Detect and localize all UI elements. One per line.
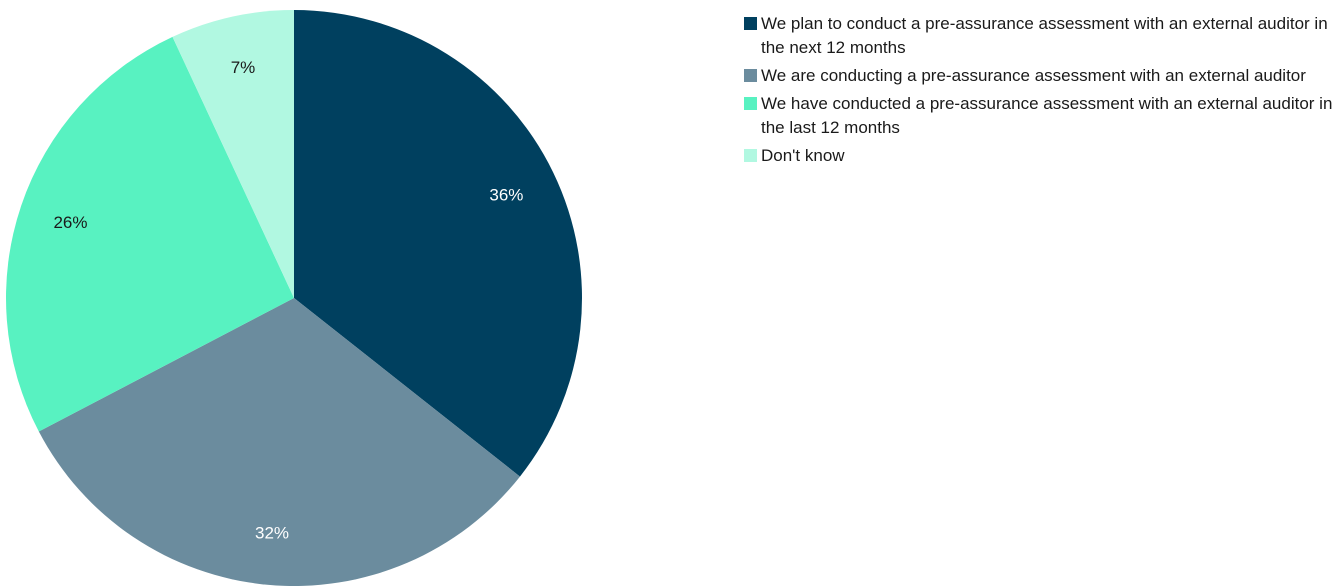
pie-slice-label-3: 26% bbox=[53, 213, 87, 232]
legend-swatch-3 bbox=[744, 97, 757, 110]
legend-label-1: We plan to conduct a pre-assurance asses… bbox=[761, 14, 1328, 57]
legend-label-3: We have conducted a pre-assurance assess… bbox=[761, 94, 1333, 137]
legend-item-3: We have conducted a pre-assurance assess… bbox=[744, 92, 1334, 140]
legend-swatch-4 bbox=[744, 149, 757, 162]
legend-swatch-2 bbox=[744, 69, 757, 82]
pie-slice-2 bbox=[38, 298, 520, 586]
pie-chart: 36% 32% 26% 7% bbox=[6, 9, 582, 586]
legend-item-4: Don't know bbox=[744, 144, 1334, 168]
pie-slice-label-1: 36% bbox=[489, 186, 523, 205]
pie-slice-label-2: 32% bbox=[255, 523, 289, 542]
pie-slice-label-4: 7% bbox=[231, 58, 256, 77]
legend-label-2: We are conducting a pre-assurance assess… bbox=[761, 66, 1306, 85]
legend-item-2: We are conducting a pre-assurance assess… bbox=[744, 64, 1334, 88]
legend-label-4: Don't know bbox=[761, 146, 845, 165]
legend-item-1: We plan to conduct a pre-assurance asses… bbox=[744, 12, 1334, 60]
pie-slice-4 bbox=[172, 9, 294, 298]
pie-slice-1 bbox=[294, 10, 582, 477]
legend-swatch-1 bbox=[744, 17, 757, 30]
pie-slice-3 bbox=[6, 36, 295, 432]
chart-legend: We plan to conduct a pre-assurance asses… bbox=[744, 12, 1334, 172]
